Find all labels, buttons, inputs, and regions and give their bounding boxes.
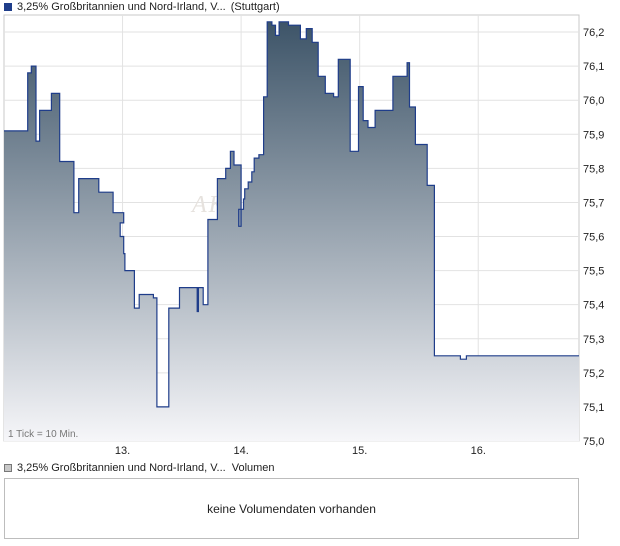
- y-tick-label: 76,2: [583, 27, 604, 39]
- price-series-swatch: [4, 3, 12, 11]
- y-tick-label: 75,6: [583, 232, 604, 244]
- x-axis: 13. 14. 15. 16.: [115, 445, 486, 457]
- y-tick-label: 76,1: [583, 61, 604, 73]
- tick-note: 1 Tick = 10 Min.: [8, 429, 78, 440]
- price-series-label: 3,25% Großbritannien und Nord-Irland, V.…: [17, 1, 226, 13]
- price-area-fill: [4, 21, 579, 441]
- y-tick-label: 75,3: [583, 334, 604, 346]
- volume-panel: keine Volumendaten vorhanden: [4, 478, 579, 539]
- y-tick-label: 75,9: [583, 129, 604, 141]
- x-tick-label: 15.: [352, 445, 367, 457]
- volume-word: Volumen: [231, 462, 275, 474]
- y-tick-label: 75,5: [583, 266, 604, 278]
- no-volume-message: keine Volumendaten vorhanden: [207, 501, 376, 516]
- x-tick-label: 14.: [233, 445, 248, 457]
- price-line: [4, 21, 579, 408]
- price-legend: 3,25% Großbritannien und Nord-Irland, V.…: [4, 1, 280, 13]
- price-chart: AKTI 75,075,175,275,375,475,575,675,775,…: [3, 14, 604, 457]
- y-tick-label: 75,7: [583, 197, 604, 209]
- y-tick-label: 75,8: [583, 163, 604, 175]
- x-tick-label: 16.: [471, 445, 486, 457]
- y-tick-label: 75,1: [583, 402, 604, 414]
- y-axis: 75,0 75,1 75,2 75,3 75,4 75,5 75,6 75,7 75,8 75,9…: [583, 27, 604, 448]
- exchange-label: (Stuttgart): [230, 1, 280, 13]
- x-tick-label: 13.: [115, 445, 130, 457]
- volume-legend: 3,25% Großbritannien und Nord-Irland, V.…: [4, 462, 275, 474]
- y-tick-label: 76,0: [583, 95, 604, 107]
- y-tick-label: 75,4: [583, 300, 604, 312]
- y-tick-label: 75,0: [583, 436, 604, 448]
- y-tick-label: 75,2: [583, 368, 604, 380]
- volume-series-label: 3,25% Großbritannien und Nord-Irland, V.…: [17, 462, 226, 474]
- volume-series-swatch: [4, 464, 12, 472]
